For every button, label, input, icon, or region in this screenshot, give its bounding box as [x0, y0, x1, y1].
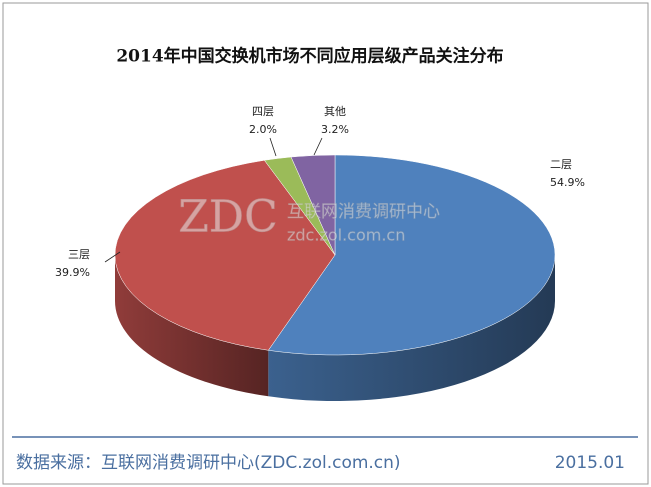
footer-source: 数据来源：互联网消费调研中心(ZDC.zol.com.cn)	[16, 453, 401, 473]
leader-line	[269, 137, 277, 157]
slice	[114, 160, 336, 351]
value-label: 54.9%	[550, 176, 585, 189]
chart-title: 2014年中国交换机市场不同应用层级产品关注分布	[116, 46, 503, 67]
category-label: 三层	[68, 248, 90, 261]
watermark: ZDC 互联网消费调研中心 zdc.zol.com.cn	[178, 191, 440, 245]
value-label: 2.0%	[249, 123, 277, 136]
leader-line	[104, 251, 121, 263]
value-label: 39.9%	[55, 266, 90, 279]
slice	[267, 154, 556, 356]
slice-side	[268, 255, 555, 402]
leader-line	[313, 137, 323, 156]
footer-date: 2015.01	[555, 453, 625, 473]
slice-side	[115, 255, 269, 397]
category-label: 二层	[550, 158, 572, 171]
watermark-name: 互联网消费调研中心	[287, 202, 440, 222]
labels: 二层 54.9% 三层 39.9% 四层 2.0% 其他 3.2%	[55, 105, 585, 279]
watermark-logo: ZDC	[178, 192, 278, 243]
watermark-url: zdc.zol.com.cn	[287, 226, 405, 245]
slice	[290, 154, 336, 256]
category-label: 其他	[324, 105, 346, 118]
value-label: 3.2%	[321, 123, 349, 136]
category-label: 四层	[252, 105, 274, 118]
pie	[114, 154, 556, 402]
